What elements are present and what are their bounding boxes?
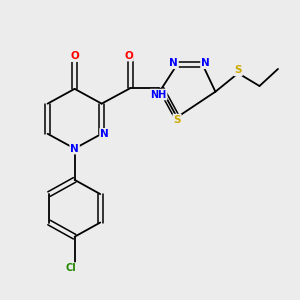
Text: N: N	[169, 58, 178, 68]
Text: O: O	[124, 51, 133, 61]
Text: N: N	[201, 58, 210, 68]
Text: NH: NH	[150, 89, 167, 100]
Text: O: O	[70, 51, 79, 61]
Text: S: S	[173, 115, 181, 124]
Text: S: S	[234, 65, 242, 75]
Text: N: N	[100, 129, 109, 139]
Text: Cl: Cl	[66, 263, 76, 273]
Text: N: N	[70, 144, 79, 154]
